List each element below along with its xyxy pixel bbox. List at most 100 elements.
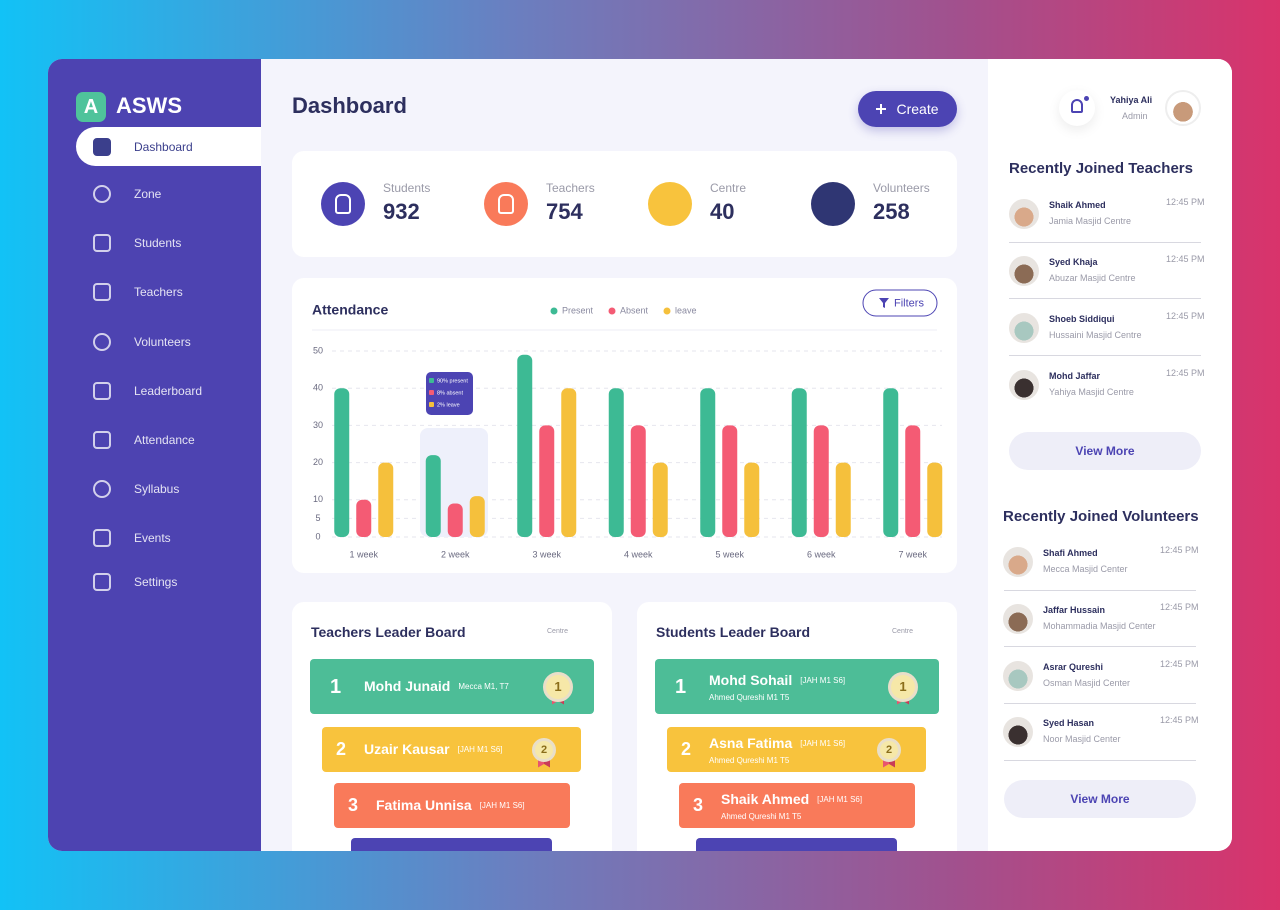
bar <box>791 388 807 537</box>
nav-icon <box>93 431 111 449</box>
avatar <box>1003 604 1033 634</box>
attendance-chart: Attendance Present Absent leave Filters 0 5 10 2… <box>312 289 943 559</box>
centre-tag: [JAH M1 S6] <box>800 738 846 748</box>
person-place: Hussaini Masjid Centre <box>1049 329 1142 340</box>
person-place: Noor Masjid Center <box>1043 733 1121 744</box>
rank: 2 <box>681 738 692 759</box>
nav-item[interactable]: Syllabus <box>134 481 180 496</box>
section-title: Recently Joined Volunteers <box>1003 508 1199 525</box>
nav-item[interactable]: Teachers <box>134 284 183 299</box>
legend-label: leave <box>675 305 697 315</box>
stat-icon <box>648 182 692 226</box>
centre-tag: [JAH M1 S6] <box>800 675 846 685</box>
nav-item[interactable]: Settings <box>134 574 178 589</box>
chart-title: Attendance <box>312 302 388 318</box>
person-name: Shoeb Siddiqui <box>1049 313 1115 324</box>
profile-name: Yahiya Ali <box>1110 94 1153 105</box>
separator <box>1004 646 1196 647</box>
bell-glyph <box>1071 99 1083 113</box>
rank: 1 <box>675 675 687 698</box>
view-more-button[interactable]: View More <box>1009 432 1201 470</box>
join-time: 12:45 PM <box>1160 601 1199 612</box>
x-tick-label: 4 week <box>624 549 653 559</box>
page-title: Dashboard <box>292 92 407 118</box>
nav-icon <box>93 529 111 547</box>
nav-icon <box>93 333 111 351</box>
y-tick-label: 50 <box>313 345 323 355</box>
person-sub: Ahmed Qureshi M1 T5 <box>709 755 790 765</box>
stat-icon-glyph <box>498 194 514 214</box>
stat-icon <box>811 182 855 226</box>
join-time: 12:45 PM <box>1160 658 1199 669</box>
bar <box>469 496 485 537</box>
filters-button[interactable] <box>862 289 938 317</box>
tooltip <box>426 372 473 415</box>
join-time: 12:45 PM <box>1166 367 1205 378</box>
bar <box>334 388 350 537</box>
nav-item[interactable]: Leaderboard <box>134 383 203 398</box>
bar <box>813 425 829 537</box>
view-more-button[interactable]: View More <box>1004 780 1196 818</box>
nav-item[interactable]: Attendance <box>134 432 195 447</box>
sidebar <box>48 59 261 851</box>
person-name: Syed Khaja <box>1049 256 1098 267</box>
avatar <box>1009 199 1039 229</box>
create-label[interactable]: Create <box>896 101 939 117</box>
nav-item[interactable]: Zone <box>134 186 162 201</box>
leaderboard-row <box>334 783 570 828</box>
x-tick-label: 3 week <box>532 549 561 559</box>
tooltip-dot <box>429 402 434 407</box>
leaderboard-row <box>679 783 915 828</box>
nav-item[interactable]: Students <box>134 235 182 250</box>
y-tick-label: 30 <box>313 420 323 430</box>
filters-label[interactable]: Filters <box>894 297 924 309</box>
bar <box>425 455 441 537</box>
separator <box>1009 298 1201 299</box>
brand-name: ASWS <box>116 92 182 118</box>
bar <box>722 425 738 537</box>
medal: 1 <box>543 671 573 702</box>
person-name: Shaik Ahmed <box>1049 199 1106 210</box>
bar <box>447 503 463 537</box>
centre-tag: Mecca M1, T7 <box>458 681 509 691</box>
y-tick-label: 40 <box>313 383 323 393</box>
x-tick-label: 6 week <box>807 549 836 559</box>
y-tick-label: 20 <box>313 457 323 467</box>
medal: 2 <box>532 737 556 762</box>
x-tick-label: 5 week <box>715 549 744 559</box>
logo-badge: A <box>76 92 106 122</box>
stat-icon <box>321 182 365 226</box>
stat-icon <box>484 182 528 226</box>
nav-item[interactable]: Volunteers <box>134 334 191 349</box>
x-tick-label: 7 week <box>898 549 927 559</box>
person-name: Shaik Ahmed [JAH M1 S6] <box>721 791 863 808</box>
person-place: Mohammadia Masjid Center <box>1043 620 1156 631</box>
stat-value: 754 <box>546 198 583 224</box>
tooltip-text: 2% leave <box>437 402 460 408</box>
nav-icon <box>93 185 111 203</box>
avatar <box>1003 547 1033 577</box>
x-tick-label: 1 week <box>349 549 378 559</box>
stat-label: Volunteers <box>873 180 930 195</box>
person-place: Jamia Masjid Centre <box>1049 215 1132 226</box>
app-window: A ASWS Dashboard Zone Students Teachers Volunt… <box>48 59 1232 851</box>
x-tick-label: 2 week <box>441 549 470 559</box>
person-name: Asna Fatima [JAH M1 S6] <box>709 735 846 752</box>
tooltip-text: 8% absent <box>437 390 463 396</box>
avatar <box>1009 313 1039 343</box>
bar <box>700 388 716 537</box>
bar <box>652 462 668 537</box>
centre-tag: [JAH M1 S6] <box>479 800 525 810</box>
y-tick-label: 0 <box>315 531 320 541</box>
stat-icon-glyph <box>335 194 351 214</box>
person-name: Jaffar Hussain <box>1043 604 1106 615</box>
create-button[interactable]: Create <box>858 91 957 127</box>
person-place: Abuzar Masjid Centre <box>1049 272 1136 283</box>
person-name: Mohd Sohail [JAH M1 S6] <box>709 672 846 689</box>
bar <box>608 388 624 537</box>
person-place: Osman Masjid Center <box>1043 677 1131 688</box>
y-tick-label: 10 <box>313 494 323 504</box>
nav-item[interactable]: Dashboard <box>134 139 193 154</box>
rank: 2 <box>336 738 347 759</box>
nav-item[interactable]: Events <box>134 530 171 545</box>
